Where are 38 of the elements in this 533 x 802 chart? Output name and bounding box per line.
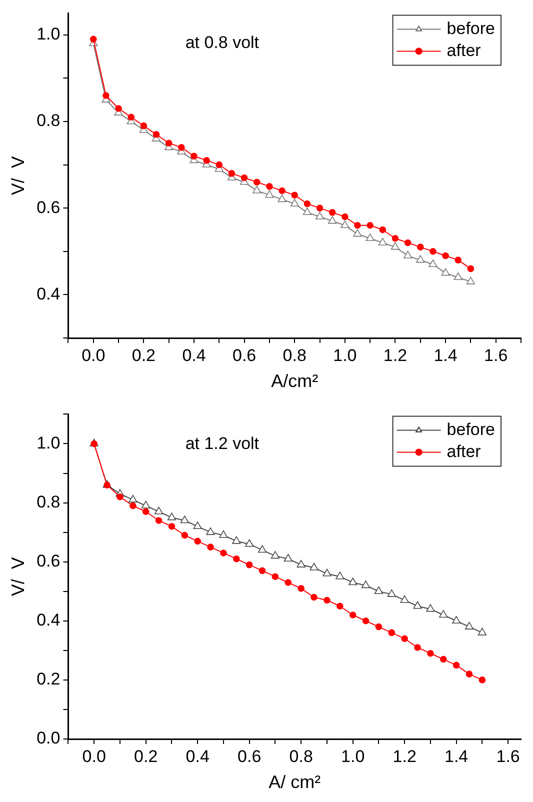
y-tick-label: 0.8 (36, 492, 60, 512)
y-tick-label: 0.0 (36, 728, 60, 748)
y-axis-title: V/ V (8, 156, 28, 196)
x-tick-label: 0.6 (238, 746, 262, 766)
x-tick-label: 0.4 (182, 346, 206, 365)
x-axis-title: A/ cm² (268, 772, 321, 792)
y-tick-label: 0.2 (36, 670, 60, 689)
x-tick-label: 0.6 (232, 346, 256, 365)
x-tick-label: 0.4 (186, 746, 210, 766)
x-tick-label: 1.2 (392, 746, 416, 766)
legend-label: after (446, 40, 482, 60)
y-tick-label: 1.0 (36, 433, 60, 452)
x-tick-label: 1.6 (496, 746, 520, 766)
y-tick-label: 1.0 (36, 24, 60, 44)
x-tick-label: 1.4 (434, 346, 458, 365)
annotation: at 1.2 volt (185, 434, 260, 453)
x-tick-label: 1.4 (444, 746, 468, 766)
legend-label: after (446, 442, 482, 461)
x-tick-label: 0.2 (134, 746, 158, 766)
x-tick-label: 1.0 (341, 746, 365, 766)
y-tick-label: 0.6 (36, 552, 60, 571)
y-axis-title: V/ V (8, 557, 28, 596)
x-tick-label: 0.8 (289, 746, 313, 766)
y-tick-label: 0.6 (36, 198, 60, 217)
legend-label: before (446, 420, 495, 439)
x-axis-title: A/cm² (271, 371, 318, 392)
y-tick-label: 0.8 (36, 111, 60, 130)
y-tick-label: 0.4 (36, 610, 60, 630)
x-tick-label: 1.6 (484, 346, 508, 365)
x-tick-label: 0.0 (82, 346, 106, 365)
annotation: at 0.8 volt (185, 32, 260, 52)
x-tick-label: 0.2 (132, 346, 156, 365)
y-tick-label: 0.4 (36, 284, 60, 304)
legend-label: before (446, 18, 495, 38)
x-tick-label: 1.0 (333, 346, 357, 365)
x-tick-label: 0.0 (82, 746, 106, 766)
x-tick-label: 1.2 (383, 346, 408, 365)
x-tick-label: 0.8 (282, 346, 306, 365)
